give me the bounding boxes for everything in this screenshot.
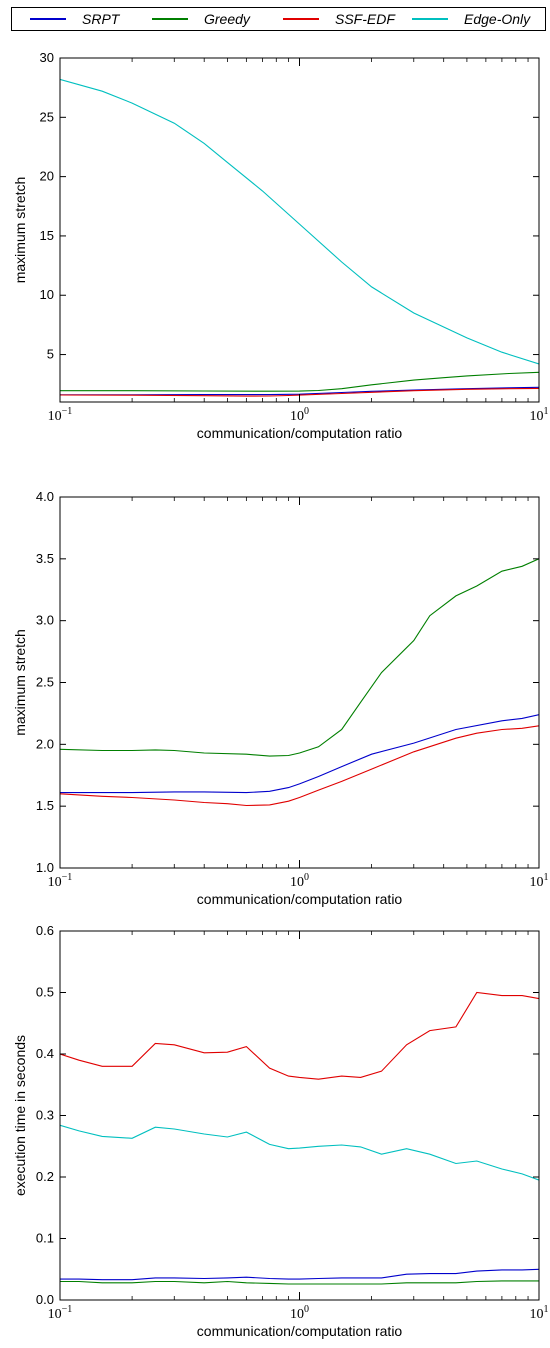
y-tick-label: 0.1: [36, 1231, 54, 1246]
plot-frame: [59, 930, 540, 1301]
series-line-greedy: [60, 1280, 539, 1285]
y-axis-label: maximum stretch: [12, 177, 28, 284]
y-tick-label: 0.5: [36, 985, 54, 1000]
y-axis-label: maximum stretch: [12, 629, 28, 736]
x-tick-label: 100: [290, 406, 309, 424]
y-tick-label: 30: [40, 50, 54, 65]
y-tick-label: 3.0: [36, 613, 54, 628]
legend-swatch-greedy: [152, 18, 188, 20]
x-tick-label: 101: [530, 406, 549, 424]
legend-label-ssf-edf: SSF-EDF: [335, 11, 395, 27]
y-tick-label: 0.3: [36, 1108, 54, 1123]
x-axis-label: communication/computation ratio: [197, 891, 403, 907]
series-line-ssf-edf: [60, 991, 539, 1080]
series-line-srpt: [60, 714, 539, 794]
series-line-edge-only: [60, 78, 539, 365]
series-line-srpt: [60, 386, 539, 396]
x-axis-label: communication/computation ratio: [197, 425, 403, 441]
x-tick-label: 10−1: [48, 872, 73, 890]
x-tick-label: 101: [530, 872, 549, 890]
chart-panel-stretch-zoom: 1.0 1.5 2.0 2.5 3.0 3.5 4.0 10−1 100 101 communica…: [12, 489, 549, 907]
legend-label-srpt: SRPT: [82, 11, 120, 27]
y-tick-label: 0.6: [36, 923, 54, 938]
x-tick-label: 10−1: [48, 406, 73, 424]
legend-swatch-srpt: [30, 18, 66, 20]
x-tick-label: 101: [530, 1304, 549, 1322]
chart-legend: SRPT Greedy SSF-EDF Edge-Only: [11, 7, 546, 31]
legend-swatch-edge-only: [412, 18, 448, 20]
legend-label-edge-only: Edge-Only: [464, 11, 531, 27]
x-tick-label: 100: [290, 1304, 309, 1322]
y-tick-label: 3.5: [36, 551, 54, 566]
y-axis-label: execution time in seconds: [12, 1035, 28, 1196]
series-line-ssf-edf: [60, 725, 539, 807]
y-tick-label: 10: [40, 287, 54, 302]
legend-label-greedy: Greedy: [204, 11, 250, 27]
y-tick-label: 1.0: [36, 860, 54, 875]
chart-panel-stretch-full: 5 10 15 20 25 30 10−1 100 101 communication/compu…: [12, 50, 549, 441]
y-tick-label: 15: [40, 228, 54, 243]
y-tick-label: 2.0: [36, 736, 54, 751]
y-tick-label: 20: [40, 169, 54, 184]
series-line-greedy: [60, 558, 539, 757]
y-tick-label: 5: [47, 347, 54, 362]
x-tick-label: 100: [290, 872, 309, 890]
y-tick-label: 0.0: [36, 1292, 54, 1307]
series-line-srpt: [60, 1268, 539, 1281]
x-axis-label: communication/computation ratio: [197, 1323, 403, 1339]
y-tick-label: 0.4: [36, 1046, 54, 1061]
y-tick-label: 1.5: [36, 798, 54, 813]
legend-swatch-ssf-edf: [283, 18, 319, 20]
x-tick-label: 10−1: [48, 1304, 73, 1322]
y-tick-label: 25: [40, 109, 54, 124]
y-tick-label: 0.2: [36, 1169, 54, 1184]
series-line-greedy: [60, 371, 539, 392]
series-line-edge-only: [60, 1124, 539, 1181]
y-tick-label: 2.5: [36, 675, 54, 690]
y-tick-label: 4.0: [36, 489, 54, 504]
